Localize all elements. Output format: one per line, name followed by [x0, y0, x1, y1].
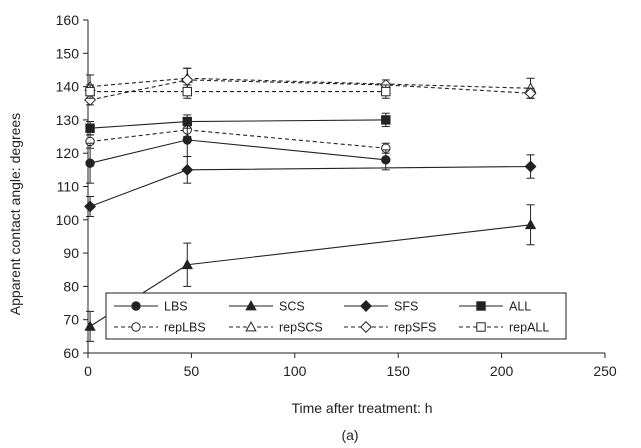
legend-label: LBS	[164, 300, 188, 314]
legend-label: repSCS	[279, 321, 323, 335]
series-lbs	[85, 122, 391, 184]
series-repscs	[84, 67, 537, 99]
series-line-repscs	[90, 77, 531, 89]
series-replbs	[85, 122, 391, 154]
plot-series	[84, 67, 537, 342]
data-point-sfs	[84, 200, 97, 213]
y-tick-label: 130	[56, 112, 80, 128]
data-point-scs	[84, 320, 96, 331]
legend-marker	[245, 300, 257, 311]
x-tick-label: 150	[387, 363, 411, 379]
legend-marker	[131, 322, 141, 332]
x-tick-label: 50	[184, 363, 200, 379]
x-tick-label: 100	[283, 363, 307, 379]
data-point-scs	[181, 258, 193, 270]
legend-item-scs: SCS	[229, 300, 305, 314]
data-point-repall	[182, 86, 192, 97]
legend-label: ALL	[509, 300, 531, 314]
y-tick-label: 140	[56, 79, 80, 95]
data-point-sfs	[181, 163, 194, 176]
data-point-all	[85, 123, 95, 133]
legend-marker	[245, 321, 257, 332]
y-tick-label: 80	[63, 278, 79, 294]
legend-item-repall: repALL	[459, 321, 549, 335]
series-sfs	[84, 154, 537, 217]
data-point-repall	[381, 86, 391, 97]
legend-marker	[476, 322, 486, 332]
x-tick-label: 250	[593, 363, 617, 379]
data-point-repall	[85, 86, 95, 97]
y-tick-label: 70	[63, 312, 79, 328]
y-tick-label: 150	[56, 45, 80, 61]
legend-item-repsfs: repSFS	[344, 321, 436, 335]
legend-item-replbs: repLBS	[114, 321, 206, 335]
legend-item-sfs: SFS	[344, 300, 418, 314]
data-point-lbs	[182, 135, 192, 145]
y-axis-label: Apparent contact angle: degrees	[7, 113, 23, 315]
data-point-repsfs	[181, 73, 194, 86]
legend-label: repSFS	[394, 321, 436, 335]
series-line-repsfs	[89, 79, 531, 101]
series-repall	[85, 84, 391, 99]
data-point-all	[182, 116, 192, 127]
legend-marker	[131, 301, 141, 311]
data-point-repsfs	[524, 87, 537, 100]
figure-caption: (a)	[341, 427, 358, 443]
legend-box	[105, 292, 567, 340]
y-tick-label: 100	[56, 212, 80, 228]
series-line-sfs	[89, 165, 531, 207]
legend-label: SFS	[394, 300, 418, 314]
data-point-lbs	[85, 158, 95, 168]
data-point-sfs	[524, 160, 537, 173]
legend-label: repALL	[509, 321, 549, 335]
x-tick-label: 200	[490, 363, 514, 379]
axis-ticks: 60 70 80 90 100 110 120 130 140 150 160 0 50 100 150 20…	[56, 12, 617, 379]
legend-marker	[360, 300, 372, 312]
y-tick-label: 160	[56, 12, 80, 28]
series-line-all	[90, 119, 386, 129]
x-axis-label: Time after treatment: h	[291, 400, 432, 416]
y-tick-label: 110	[57, 179, 80, 195]
legend-marker	[360, 321, 372, 333]
data-point-all	[381, 115, 391, 125]
y-tick-label: 60	[63, 345, 79, 361]
x-tick-label: 0	[84, 363, 92, 379]
y-tick-label: 90	[63, 245, 79, 261]
legend-item-lbs: LBS	[114, 300, 188, 314]
series-all	[85, 112, 391, 136]
legend-marker	[476, 301, 486, 311]
series-scs	[84, 204, 537, 342]
legend-label: SCS	[279, 300, 305, 314]
y-tick-label: 120	[56, 145, 80, 161]
legend-item-all: ALL	[459, 300, 531, 314]
series-line-lbs	[89, 139, 386, 164]
data-point-scs	[524, 218, 537, 230]
legend-label: repLBS	[164, 321, 206, 335]
legend-item-repscs: repSCS	[229, 321, 323, 335]
legend: LBS SCS SFS ALL repLBS repSCS repSFS repALL	[105, 292, 567, 340]
data-point-lbs	[381, 155, 391, 165]
